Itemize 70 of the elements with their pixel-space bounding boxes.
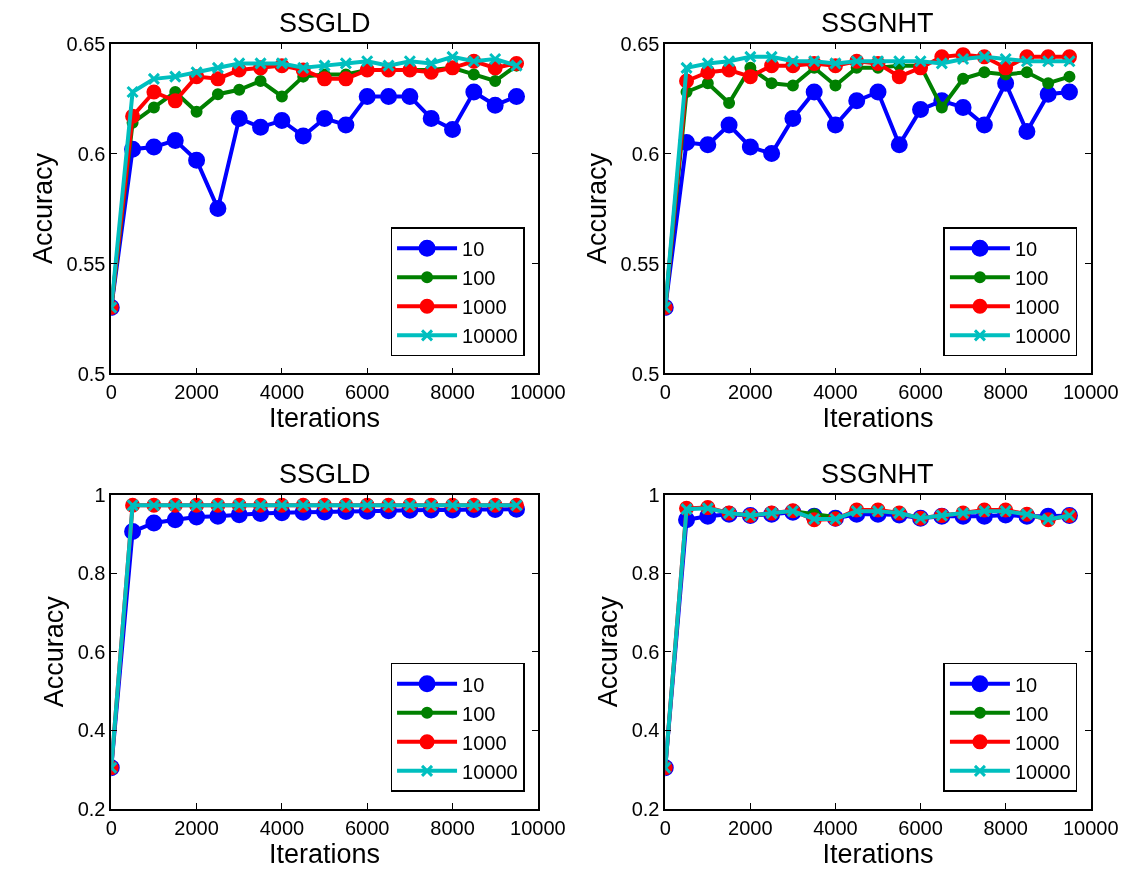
- y-tick-label: 0.55: [620, 252, 660, 275]
- y-tick-label: 0.2: [77, 798, 106, 821]
- x-tick-label: 6000: [898, 816, 943, 839]
- legend-label: 10: [462, 238, 485, 261]
- x-tick-label: 10000: [1062, 816, 1119, 839]
- x-tick-label: 8000: [430, 816, 475, 839]
- x-tick-label: 2000: [174, 381, 219, 404]
- x-tick-label: 10000: [510, 381, 566, 404]
- y-tick-label: 0.4: [77, 719, 106, 742]
- y-axis-title: Accuracy: [39, 595, 70, 708]
- x-axis-title: Iterations: [822, 838, 934, 869]
- chart-title: SSGNHT: [821, 459, 934, 489]
- legend-label: 1000: [1014, 296, 1060, 319]
- y-tick-label: 0.65: [66, 32, 106, 55]
- legend-label: 100: [1014, 267, 1049, 290]
- x-axis-title: Iterations: [269, 838, 381, 869]
- legend-label: 1000: [1014, 731, 1060, 754]
- y-tick-label: 0.55: [66, 252, 106, 275]
- legend-label: 10: [1014, 673, 1038, 696]
- y-tick-label: 0.8: [631, 562, 660, 585]
- legend-label: 1000: [462, 731, 507, 754]
- y-tick-label: 1: [648, 483, 660, 506]
- y-tick-label: 0.5: [77, 362, 106, 385]
- x-tick-label: 2000: [728, 816, 773, 839]
- x-tick-label: 4000: [813, 816, 858, 839]
- x-tick-label: 6000: [344, 816, 390, 839]
- legend-label: 10: [462, 673, 485, 696]
- y-tick-label: 0.4: [631, 719, 660, 742]
- y-tick-label: 1: [94, 483, 106, 506]
- x-tick-label: 4000: [259, 381, 305, 404]
- legend-label: 10000: [1014, 760, 1071, 783]
- y-axis-title: Accuracy: [28, 152, 59, 265]
- x-tick-label: 10000: [510, 816, 566, 839]
- legend-label: 100: [1014, 702, 1049, 725]
- chart-title: SSGNHT: [821, 8, 934, 38]
- x-tick-label: 10000: [1062, 381, 1119, 404]
- legend-label: 10000: [462, 760, 518, 783]
- y-tick-label: 0.6: [631, 142, 660, 165]
- y-tick-label: 0.6: [631, 640, 660, 663]
- chart-title: SSGLD: [279, 459, 371, 489]
- x-tick-label: 2000: [174, 816, 219, 839]
- legend-label: 10000: [1014, 325, 1071, 348]
- legend-label: 100: [462, 267, 496, 290]
- x-tick-label: 0: [105, 381, 117, 404]
- y-tick-label: 0.5: [631, 362, 660, 385]
- x-tick-label: 8000: [430, 381, 475, 404]
- y-tick-label: 0.6: [77, 142, 106, 165]
- y-tick-label: 0.65: [620, 32, 660, 55]
- y-tick-label: 0.2: [631, 798, 660, 821]
- x-tick-label: 6000: [344, 381, 390, 404]
- x-tick-label: 4000: [259, 816, 305, 839]
- legend-label: 10: [1014, 238, 1038, 261]
- x-tick-label: 0: [659, 816, 671, 839]
- x-tick-label: 8000: [983, 381, 1028, 404]
- legend-label: 1000: [462, 296, 507, 319]
- y-tick-label: 0.8: [77, 562, 106, 585]
- x-tick-label: 8000: [983, 816, 1028, 839]
- y-tick-label: 0.6: [77, 640, 106, 663]
- legend-label: 100: [462, 702, 496, 725]
- x-tick-label: 4000: [813, 381, 858, 404]
- x-axis-title: Iterations: [822, 403, 934, 434]
- chart-title: SSGLD: [279, 8, 371, 38]
- x-tick-label: 2000: [728, 381, 773, 404]
- x-axis-title: Iterations: [269, 403, 381, 434]
- x-tick-label: 0: [105, 816, 117, 839]
- legend-label: 10000: [462, 325, 518, 348]
- y-axis-title: Accuracy: [593, 595, 624, 708]
- x-tick-label: 6000: [898, 381, 943, 404]
- x-tick-label: 0: [659, 381, 671, 404]
- y-axis-title: Accuracy: [582, 152, 613, 265]
